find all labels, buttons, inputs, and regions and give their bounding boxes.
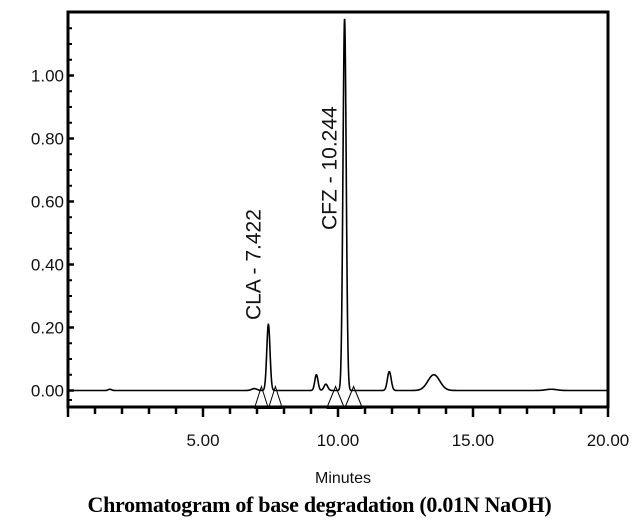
peak-label: CLA - 7.422 [242, 209, 265, 320]
x-axis-ticks: 5.00 10.00 15.00 20.00 [66, 407, 630, 450]
plot-frame [66, 10, 610, 409]
y-tick-label: 1.00 [31, 67, 64, 86]
chromatogram-trace [68, 18, 608, 392]
chromatogram-chart: 0.00 0.20 0.40 0.60 0.80 1.00 5.00 10.00 15.00 2… [31, 10, 630, 487]
x-tick-label: 15.00 [452, 431, 495, 450]
y-tick-label: 0.80 [31, 130, 64, 149]
x-tick-label: 5.00 [186, 431, 219, 450]
y-tick-label: 0.00 [31, 382, 64, 401]
figure-caption: Chromatogram of base degradation (0.01N … [87, 492, 552, 517]
x-tick-label: 20.00 [587, 431, 630, 450]
x-tick-label: 10.00 [317, 431, 360, 450]
y-tick-label: 0.40 [31, 256, 64, 275]
x-axis-title: Minutes [315, 470, 371, 487]
data-layer: CLA - 7.422 CFZ - 10.244 [68, 18, 608, 409]
y-tick-label: 0.20 [31, 319, 64, 338]
peak-label: CFZ - 10.244 [319, 106, 342, 230]
y-axis-ticks: 0.00 0.20 0.40 0.60 0.80 1.00 [31, 27, 74, 401]
y-tick-label: 0.60 [31, 193, 64, 212]
